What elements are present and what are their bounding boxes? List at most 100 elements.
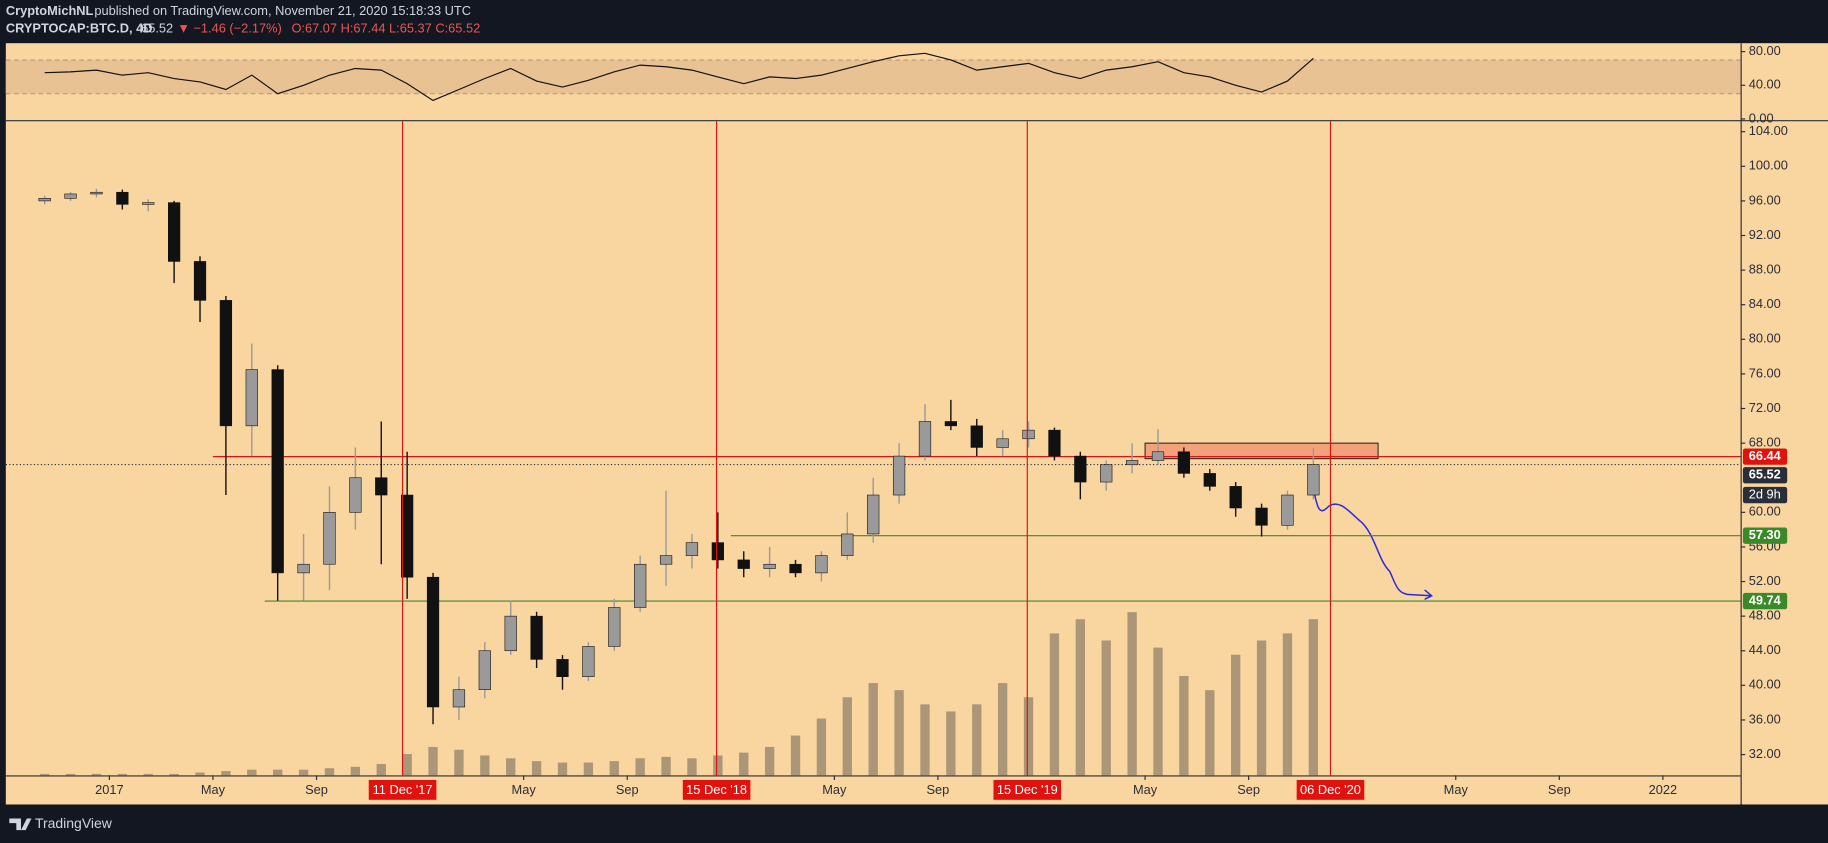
candle-body	[90, 191, 103, 195]
candle-body	[1281, 494, 1294, 526]
volume-bar	[816, 718, 827, 776]
volume-bar	[402, 754, 412, 776]
volume-bar	[557, 762, 568, 776]
candle-body	[737, 559, 750, 569]
volume-bar	[506, 758, 516, 776]
y-tick-label: 88.00	[1749, 261, 1781, 276]
candle-body	[1203, 473, 1216, 487]
candle-body	[38, 198, 51, 202]
candle-body	[297, 563, 310, 574]
volume-bar	[169, 773, 179, 776]
volume-bar	[65, 773, 76, 776]
countdown: 2d 9h	[1749, 486, 1781, 501]
x-tick-label: May	[512, 782, 537, 797]
candle-body	[867, 494, 880, 535]
x-tick-label: Sep	[1237, 782, 1260, 797]
candle-body	[168, 202, 181, 262]
volume-bar	[1127, 612, 1137, 776]
event-label: 15 Dec '19	[997, 782, 1058, 797]
x-tick-label: Sep	[1548, 782, 1571, 797]
y-tick-label: 76.00	[1749, 365, 1781, 380]
rsi-tick-label: 0.00	[1749, 110, 1774, 125]
volume-bar	[454, 749, 464, 776]
volume-bar	[40, 773, 50, 776]
volume-bar	[117, 773, 128, 776]
x-tick-label: May	[201, 782, 226, 797]
volume-bar	[273, 769, 283, 776]
price-label: 49.74	[1749, 592, 1782, 607]
y-tick-label: 96.00	[1749, 192, 1781, 207]
volume-bar	[1023, 697, 1034, 776]
candle-body	[711, 542, 724, 561]
y-tick-label: 40.00	[1749, 677, 1781, 692]
y-tick-label: 48.00	[1749, 608, 1781, 623]
candle-body	[634, 563, 647, 608]
zone	[1144, 442, 1379, 460]
volume-bar	[997, 683, 1008, 776]
x-tick-label: Sep	[305, 782, 328, 797]
y-tick-label: 84.00	[1749, 296, 1781, 311]
chart-area	[5, 43, 1828, 805]
x-tick-label: May	[1133, 782, 1158, 797]
event-label-box	[682, 779, 751, 800]
candle-body	[426, 576, 440, 708]
volume-bar	[195, 772, 205, 776]
footer-logo	[9, 818, 32, 831]
volume-bar	[143, 773, 153, 776]
price-label: 65.52	[1749, 467, 1781, 482]
candle-body	[582, 646, 595, 677]
candle-body	[271, 369, 284, 574]
candle-body	[1151, 451, 1165, 461]
candle-body	[142, 202, 155, 205]
volume-bar	[1179, 675, 1189, 776]
candle-body	[193, 261, 207, 301]
volume-bar	[1049, 633, 1060, 776]
candle-body	[970, 425, 983, 448]
candle-body	[452, 689, 466, 708]
volume-bar	[609, 761, 619, 776]
candle-body	[349, 477, 362, 513]
published: published on TradingView.com, November 2…	[94, 3, 471, 18]
volume-bar	[739, 752, 749, 776]
volume-bar	[972, 704, 982, 776]
candle-body	[789, 563, 802, 574]
countdown-box	[1742, 486, 1788, 504]
y-tick-label: 36.00	[1749, 711, 1781, 726]
price-label-box	[1742, 527, 1788, 544]
candle-body	[116, 191, 129, 205]
volume-bar	[920, 704, 930, 776]
y-tick-label: 80.00	[1749, 331, 1781, 346]
volume-bar	[531, 761, 542, 776]
volume-bar	[1256, 640, 1267, 776]
volume-bar	[376, 763, 386, 776]
price-label-box	[1742, 467, 1788, 484]
volume-bar	[1153, 647, 1163, 776]
volume-bar	[324, 768, 335, 776]
volume-bar	[894, 690, 904, 776]
candle-body	[1048, 429, 1061, 457]
rsi-tick-label: 80.00	[1749, 43, 1781, 58]
candle-body	[323, 512, 336, 565]
logo-icon	[9, 818, 32, 831]
price-label: 57.30	[1749, 527, 1781, 542]
volume-bar	[1282, 633, 1293, 776]
volume-bar	[1075, 619, 1085, 776]
candle-body	[1307, 464, 1320, 496]
volume-bar	[221, 771, 231, 776]
candle-body	[1255, 507, 1268, 526]
candle-body	[556, 659, 569, 677]
event-label: 06 Dec '20	[1300, 782, 1361, 797]
candle-body	[1177, 451, 1191, 474]
volume-bar	[635, 758, 645, 776]
event-label: 11 Dec '17	[373, 782, 433, 797]
volume-bar	[661, 756, 671, 776]
y-tick-label: 32.00	[1749, 746, 1781, 761]
candle-body	[996, 438, 1009, 448]
y-tick-label: 68.00	[1749, 435, 1781, 450]
volume-bar	[1308, 619, 1319, 776]
event-label-box	[993, 779, 1062, 800]
candle-body	[219, 300, 233, 427]
rsi-line	[44, 52, 1314, 102]
